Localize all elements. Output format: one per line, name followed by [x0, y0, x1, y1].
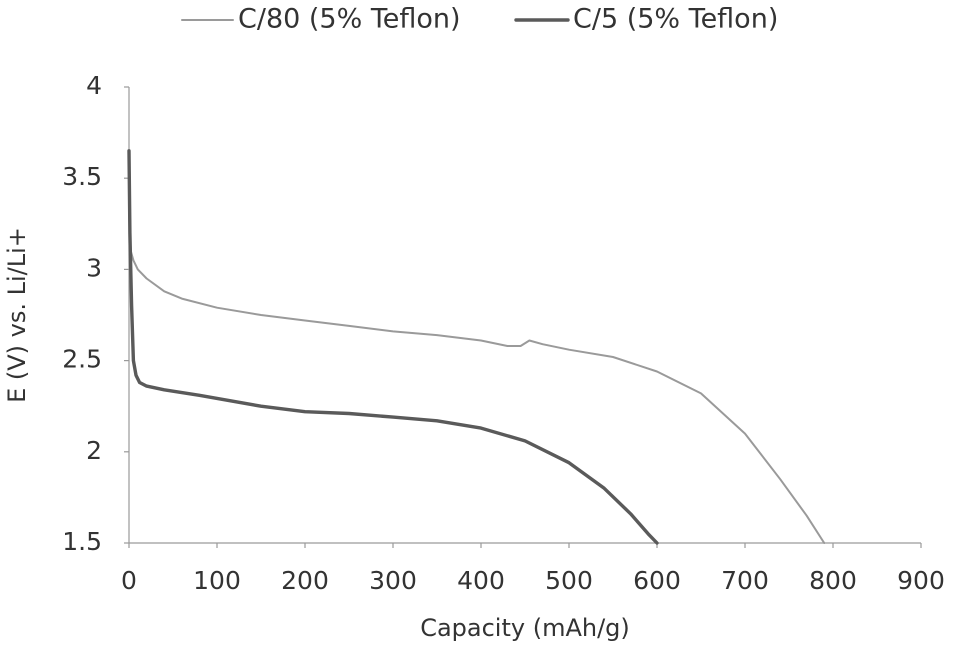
series-line-c5 — [127, 149, 659, 545]
y-tick-labels: 1.5 2 2.5 3 3.5 4 — [62, 71, 129, 556]
x-tick-label: 900 — [897, 566, 945, 595]
x-tick-label: 700 — [721, 566, 769, 595]
x-tick-label: 800 — [809, 566, 857, 595]
legend-label-c5: C/5 (5% Teflon) — [573, 4, 778, 35]
y-tick-label: 1.5 — [62, 527, 102, 556]
x-tick-label: 600 — [633, 566, 681, 595]
series-line-c80 — [128, 213, 826, 544]
x-tick-label: 200 — [281, 566, 329, 595]
x-tick-label: 500 — [545, 566, 593, 595]
x-tick-label: 0 — [121, 566, 137, 595]
x-axis-title: Capacity (mAh/g) — [420, 614, 630, 642]
y-tick-label: 3.5 — [62, 162, 102, 191]
y-tick-label: 2 — [86, 436, 102, 465]
x-tick-label: 100 — [193, 566, 241, 595]
legend: C/80 (5% Teflon) C/5 (5% Teflon) — [181, 4, 778, 35]
x-tick-labels: 0 100 200 300 400 500 600 700 800 900 — [121, 543, 945, 595]
legend-label-c80: C/80 (5% Teflon) — [238, 4, 461, 35]
y-tick-label: 3 — [86, 253, 102, 282]
series-lines — [127, 149, 826, 545]
x-tick-label: 300 — [369, 566, 417, 595]
x-tick-label: 400 — [457, 566, 505, 595]
y-tick-label: 2.5 — [62, 345, 102, 374]
axes — [128, 87, 921, 544]
y-axis-title: E (V) vs. Li/Li+ — [3, 227, 31, 403]
y-tick-label: 4 — [86, 71, 102, 100]
